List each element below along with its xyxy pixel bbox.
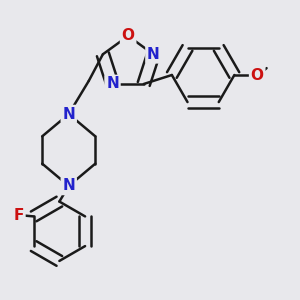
Text: N: N bbox=[106, 76, 119, 92]
Text: N: N bbox=[62, 178, 75, 194]
Text: F: F bbox=[14, 208, 24, 223]
Text: O: O bbox=[122, 28, 135, 44]
Text: N: N bbox=[147, 47, 160, 62]
Text: O: O bbox=[251, 68, 264, 82]
Text: N: N bbox=[62, 106, 75, 122]
